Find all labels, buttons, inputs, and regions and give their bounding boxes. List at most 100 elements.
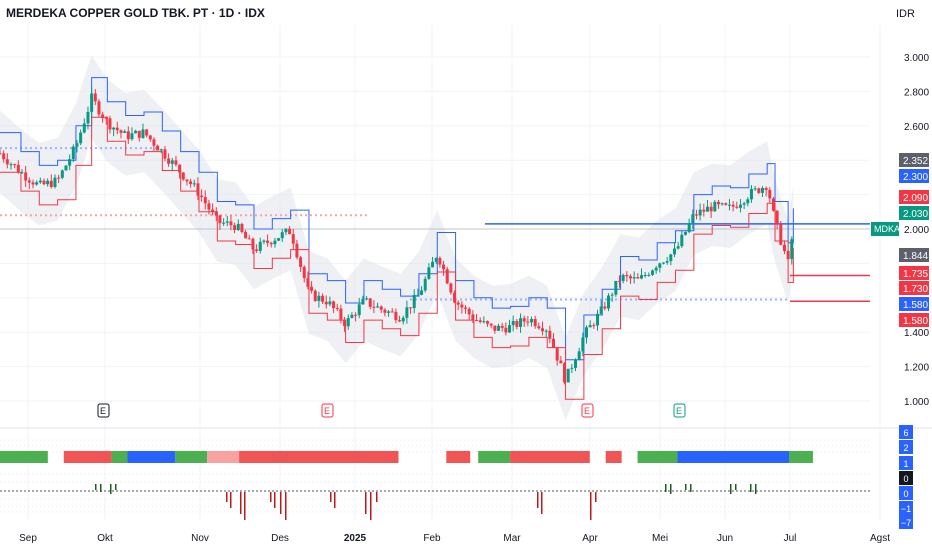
candle-body — [16, 164, 20, 173]
candle-body — [71, 146, 75, 160]
candle-body — [713, 201, 717, 212]
candle-body — [672, 248, 676, 255]
candle-body — [434, 258, 438, 262]
y-tick-label: 1.400 — [904, 328, 929, 339]
candle-body — [548, 330, 552, 339]
candle-body — [552, 338, 556, 348]
candle-body — [614, 280, 618, 295]
histogram-bar-up — [115, 484, 117, 490]
envelope-band-area — [0, 55, 794, 420]
candle-body — [189, 181, 193, 185]
candle-body — [588, 325, 592, 328]
candle-body — [229, 221, 233, 226]
earnings-marker-box — [321, 403, 334, 418]
earnings-marker: E — [581, 403, 594, 418]
candle-body — [130, 133, 134, 140]
candle-body — [482, 321, 486, 323]
candle-body — [610, 294, 614, 296]
candle-body — [405, 307, 409, 318]
price-label-text: 1.844 — [903, 251, 928, 262]
price-label-text: 2.352 — [903, 156, 928, 167]
candle-body — [475, 319, 479, 321]
candle-body — [49, 180, 53, 187]
candle-body — [273, 240, 277, 245]
candle-body — [782, 244, 786, 252]
candle-body — [493, 325, 497, 331]
indicator-axis-box — [899, 425, 913, 439]
x-tick-label: Mar — [503, 533, 521, 544]
indicator-axis-text: 1 — [903, 459, 908, 469]
histogram-bar-up — [755, 484, 757, 494]
candle-body — [423, 278, 427, 291]
candle-body — [771, 198, 775, 211]
candle-body — [445, 269, 449, 284]
histogram-bar-down — [365, 492, 367, 514]
candle-body — [13, 164, 17, 166]
candle-body — [328, 301, 332, 305]
candle-body — [277, 238, 281, 241]
candle-body — [654, 267, 658, 271]
histogram-bar-up — [110, 484, 112, 494]
candle-body — [746, 199, 750, 204]
x-tick-label: Des — [271, 533, 289, 544]
candle-body — [526, 321, 530, 323]
candle-body — [185, 179, 189, 182]
candle-body — [207, 203, 211, 210]
candle-body — [225, 221, 229, 223]
strip-segment — [637, 451, 678, 463]
candle-body — [519, 318, 523, 327]
earnings-marker-box — [97, 403, 110, 418]
histogram-bar-down — [244, 492, 246, 520]
candle-body — [2, 153, 6, 160]
candle-body — [335, 308, 339, 310]
candle-body — [218, 215, 222, 224]
histogram-bar-up — [95, 484, 97, 490]
candle-body — [661, 262, 665, 264]
candle-body — [203, 197, 207, 204]
candle-body — [64, 165, 68, 171]
candle-body — [79, 132, 83, 144]
candle-body — [5, 159, 9, 165]
candle-body — [9, 164, 13, 166]
indicator-axis-label: 6 — [899, 425, 913, 439]
histogram-bar-down — [590, 492, 592, 520]
candle-body — [757, 188, 761, 193]
histogram-bar-up — [730, 484, 732, 494]
candle-body — [760, 187, 764, 193]
histogram-bar-up — [670, 484, 672, 494]
symbol-tag-box — [871, 222, 899, 236]
strip-segment — [510, 451, 590, 463]
time-axis[interactable]: Sep Okt Nov Des 2025 Feb Mar Apr Mei Jun Jul Agst — [19, 533, 890, 544]
candle-body — [134, 130, 138, 134]
candle-body — [577, 351, 581, 361]
candle-body — [625, 274, 629, 277]
candle-body — [354, 314, 358, 316]
indicator-axis-text: 0 — [903, 489, 908, 499]
candle-body — [163, 149, 167, 159]
candle-body — [683, 231, 687, 235]
price-label: 1.844 — [899, 248, 929, 262]
y-tick-label: 2.800 — [904, 87, 929, 98]
candle-body — [478, 320, 482, 323]
strip-segment — [677, 451, 790, 463]
candle-body — [97, 101, 101, 115]
price-axis[interactable]: 3.000 2.800 2.600 1.400 1.200 1.000 2.352 2.300… — [871, 53, 929, 529]
candle-body — [720, 203, 724, 205]
candle-body — [412, 295, 416, 309]
symbol-price-text: 2.000 — [904, 225, 929, 236]
earnings-marker: E — [673, 403, 686, 418]
y-tick-label: 2.600 — [904, 122, 929, 133]
earnings-marker-box — [673, 403, 686, 418]
candle-body — [119, 130, 123, 133]
x-tick-label: Mei — [652, 533, 668, 544]
candle-body — [68, 159, 72, 166]
histogram-bar-up — [685, 484, 687, 490]
histogram-bar-down — [537, 492, 539, 508]
candle-body — [295, 243, 299, 258]
candle-body — [702, 209, 706, 212]
candle-body — [357, 304, 361, 316]
symbol-tag: MDKA — [871, 222, 900, 236]
candle-body — [753, 188, 757, 190]
candle-body — [735, 206, 739, 208]
x-tick-label: Nov — [191, 533, 209, 544]
